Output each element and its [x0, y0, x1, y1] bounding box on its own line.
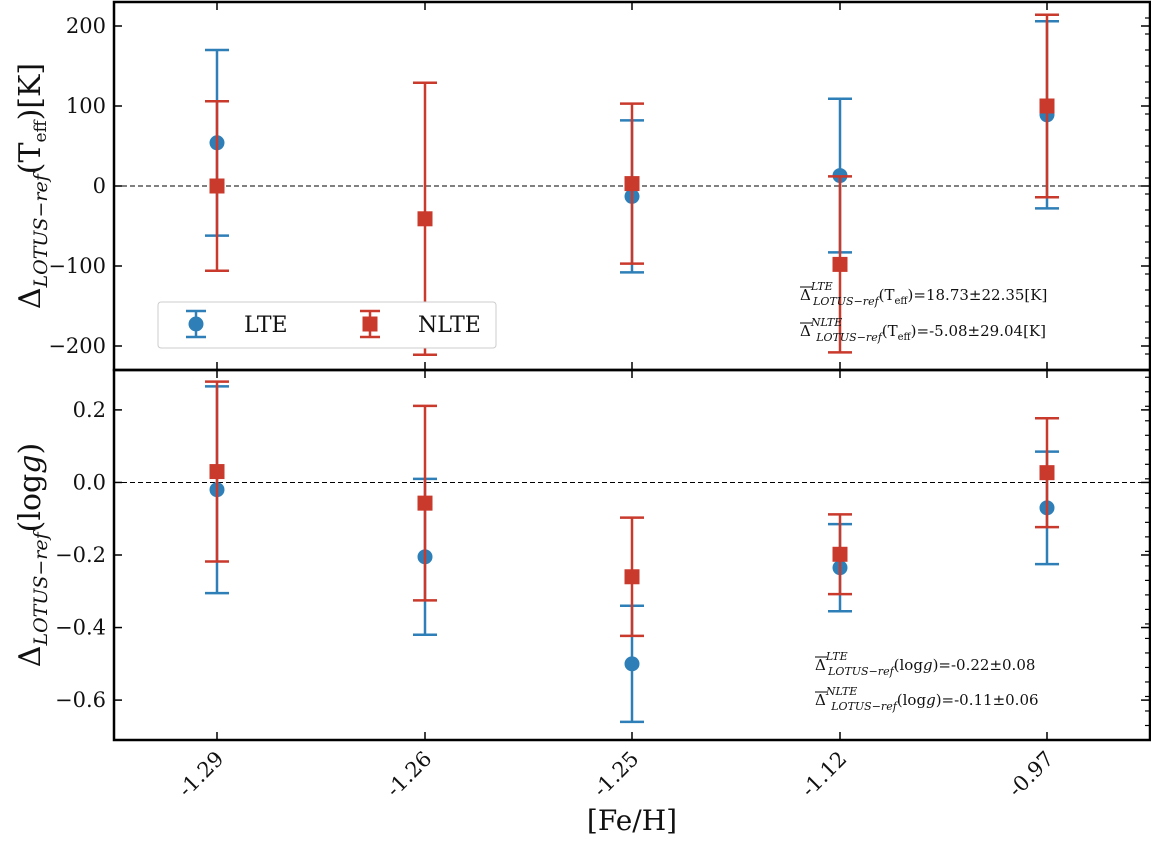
y-tick-label: −0.2	[55, 543, 106, 567]
x-tick-label: -1.12	[796, 747, 851, 802]
nlte-point	[417, 211, 433, 227]
nlte-point	[417, 495, 433, 511]
y-tick-label: −200	[48, 334, 106, 358]
nlte-point	[832, 256, 848, 272]
nlte-point	[624, 569, 640, 585]
legend-marker-nlte	[362, 316, 378, 332]
legend-marker-lte	[188, 316, 204, 332]
x-axis: -1.29 -1.26 -1.25 -1.12 -0.97 [Fe/H]	[173, 747, 1058, 837]
nlte-point	[209, 178, 225, 194]
y-axis-label: ΔLOTUS−ref(logg)	[13, 443, 52, 667]
legend-label-nlte: NLTE	[418, 313, 481, 338]
stat-annotation: ΔNLTE LOTUS−ref(logg)=-0.11±0.06	[815, 685, 1039, 713]
nlte-point	[1039, 465, 1055, 481]
top-panel: 200 100 0 −100 −200 ΔLOTUS−ref(Teff)[K] ΔLTE LO…	[13, 0, 1151, 372]
y-tick-label: 0	[93, 174, 106, 198]
nlte-point	[832, 546, 848, 562]
legend-box	[157, 301, 497, 349]
stat-annotation: ΔNLTE LOTUS−ref(Teff)=-5.08±29.04[K]	[800, 316, 1046, 344]
stat-annotation: ΔLTE LOTUS−ref(Teff)=18.73±22.35[K]	[800, 280, 1047, 308]
y-tick-label: 0.2	[73, 398, 106, 422]
y-tick-label: 200	[66, 14, 106, 38]
nlte-point	[624, 176, 640, 192]
y-tick-label: 100	[66, 94, 106, 118]
legend: LTE NLTE	[157, 301, 497, 349]
x-tick-label: -1.29	[173, 747, 228, 802]
x-tick-label: -1.26	[381, 747, 436, 802]
y-tick-label: −0.6	[55, 688, 106, 712]
y-tick-label: −0.4	[55, 616, 106, 640]
x-axis-label: [Fe/H]	[587, 804, 677, 837]
y-axis-label: ΔLOTUS−ref(Teff)[K]	[13, 63, 52, 309]
nlte-point	[1039, 98, 1055, 114]
x-tick-label: -0.97	[1003, 747, 1058, 802]
y-tick-label: 0.0	[73, 470, 106, 494]
lte-point	[624, 656, 640, 672]
legend-label-lte: LTE	[244, 313, 288, 338]
x-tick-label: -1.25	[588, 747, 643, 802]
nlte-point	[209, 464, 225, 480]
stat-annotation: ΔLTE LOTUS−ref(logg)=-0.22±0.08	[815, 650, 1035, 678]
y-tick-label: −100	[48, 254, 106, 278]
